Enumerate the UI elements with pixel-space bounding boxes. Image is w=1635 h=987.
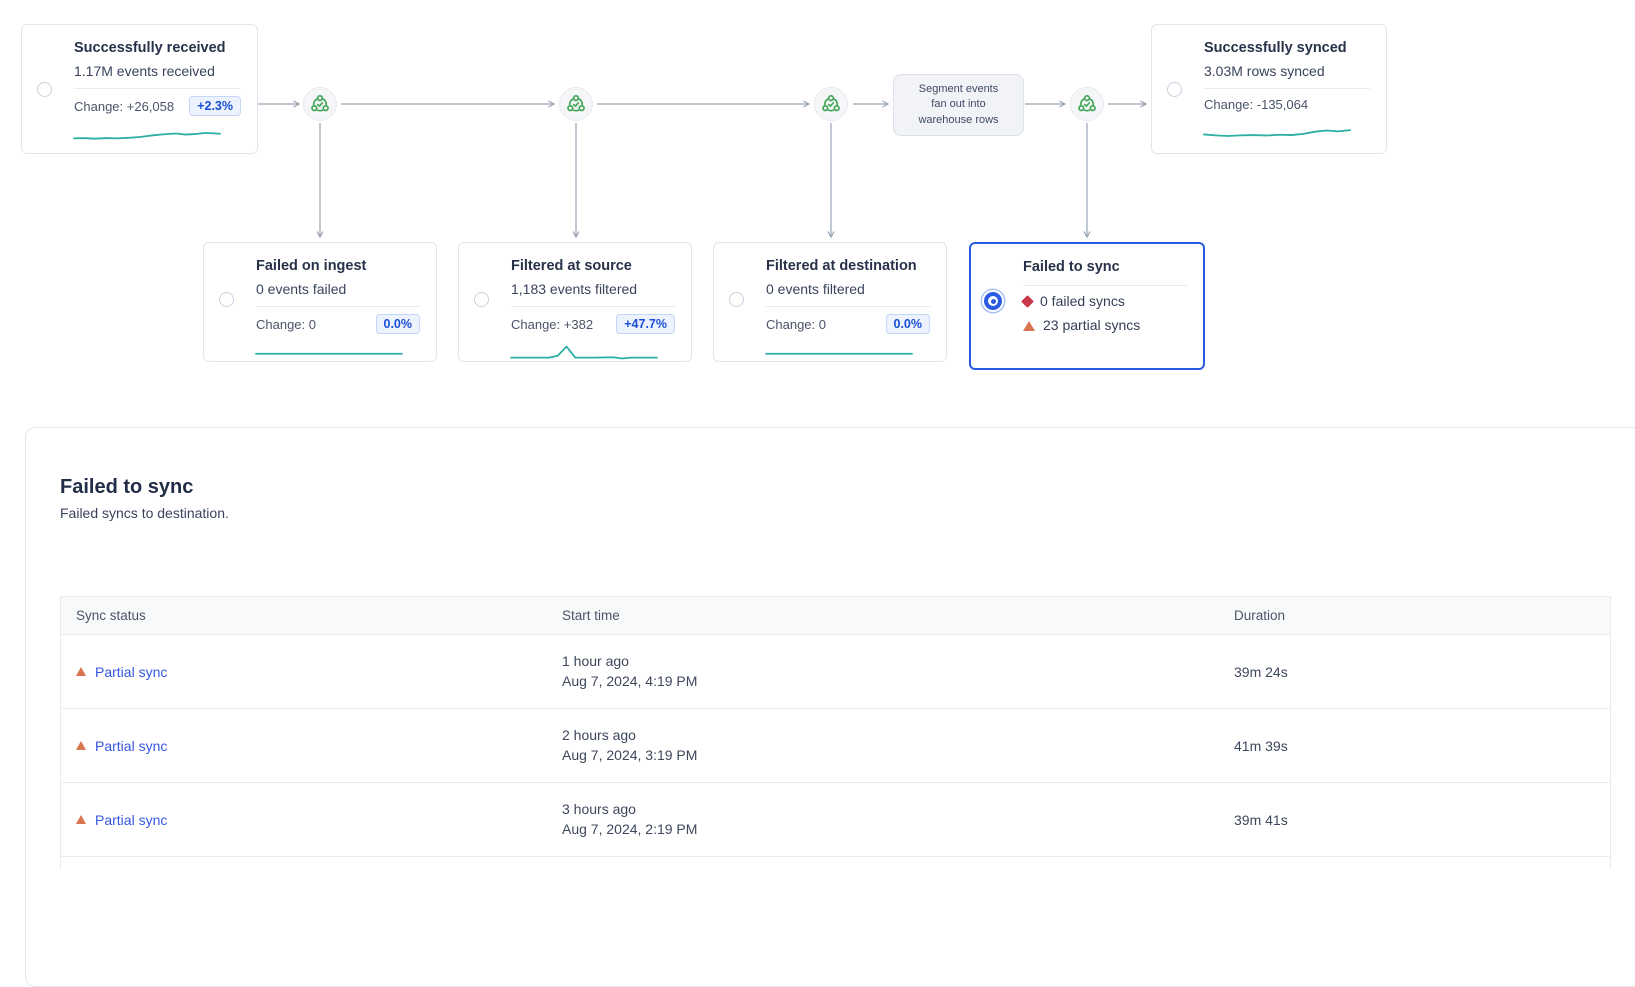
stage-metric: 1.17M events received [74,63,215,79]
partial-sync-link[interactable]: Partial sync [95,737,168,754]
sparkline-chart [74,126,220,144]
panel-subtitle: Failed syncs to destination. [60,505,229,521]
stage-metric: 0 events failed [256,281,347,297]
stage-card-filtered-at-destination[interactable]: Filtered at destination 0 events filtere… [713,242,947,362]
change-percent-badge: 0.0% [375,314,420,334]
pipeline-connectors [258,100,1148,239]
sparkline-chart [766,344,912,362]
stage-metric: 1,183 events filtered [511,281,638,297]
pipeline-step-icon [1070,87,1104,121]
sync-check-icon [311,95,329,112]
column-header-start-time: Start time [562,608,620,623]
sparkline-chart [256,344,402,362]
stage-change: Change: 0 [766,316,826,332]
duration-value: 39m 24s [1234,663,1288,680]
table-row: Partial sync 1 hour ago Aug 7, 2024, 4:1… [61,635,1610,709]
stage-title: Filtered at destination [766,258,917,274]
table-row: Partial sync 3 hours ago Aug 7, 2024, 2:… [61,783,1610,857]
failed-syncs-label: 0 failed syncs [1040,293,1125,309]
duration-value: 41m 39s [1234,737,1288,754]
stage-change: Change: 0 [256,316,316,332]
sparkline-chart [1204,123,1350,141]
change-percent-badge: 0.0% [885,314,930,334]
sync-check-icon [567,95,585,112]
warning-triangle-icon [76,667,86,676]
column-header-sync-status: Sync status [76,608,146,623]
failed-syncs-stat: 0 failed syncs [1021,293,1187,310]
pipeline-step-icon [303,87,337,121]
stage-radio-successfully-synced[interactable] [1167,82,1182,97]
fanout-note-line: Segment events [918,82,999,95]
stage-title: Successfully synced [1204,40,1347,56]
partial-sync-link[interactable]: Partial sync [95,663,168,680]
divider [511,306,675,307]
column-header-duration: Duration [1234,608,1286,623]
relative-time: 3 hours ago [562,801,636,817]
stage-radio-filtered-at-source[interactable] [474,292,489,307]
divider [1023,285,1187,286]
start-datetime: Aug 7, 2024, 2:19 PM [562,820,698,837]
partial-syncs-label: 23 partial syncs [1043,317,1141,333]
duration-value: 39m 41s [1234,811,1288,828]
warning-triangle-icon [1023,320,1035,331]
stage-radio-failed-on-ingest[interactable] [219,292,234,307]
partial-sync-link[interactable]: Partial sync [95,811,168,828]
sparkline-chart [511,344,657,362]
table-row: Partial sync 2 hours ago Aug 7, 2024, 3:… [61,709,1610,783]
divider [1204,88,1370,89]
fanout-note: Segment events fan out into warehouse ro… [893,74,1024,136]
divider [74,88,241,89]
error-diamond-icon [1021,295,1034,308]
sync-table: Sync status Start time Duration Partial … [60,596,1611,869]
stage-radio-failed-to-sync[interactable] [984,292,1002,310]
table-header-row: Sync status Start time Duration [61,597,1610,635]
fanout-note-line: fan out into [931,98,986,111]
delivery-pipeline-flow: Segment events fan out into warehouse ro… [0,0,1635,412]
divider [256,306,420,307]
stage-title: Filtered at source [511,258,632,274]
stage-title: Failed to sync [1023,259,1120,275]
pipeline-step-icon [559,87,593,121]
divider [766,306,930,307]
sync-check-icon [1078,95,1096,112]
failed-to-sync-panel: Failed to sync Failed syncs to destinati… [25,427,1635,987]
panel-title: Failed to sync [60,476,194,498]
stage-radio-filtered-at-destination[interactable] [729,292,744,307]
warning-triangle-icon [76,741,86,750]
stage-card-failed-on-ingest[interactable]: Failed on ingest 0 events failed Change:… [203,242,437,362]
stage-change: Change: +26,058 [74,98,175,114]
stage-change: Change: +382 [511,316,594,332]
stage-card-successfully-received[interactable]: Successfully received 1.17M events recei… [21,24,258,154]
stage-title: Successfully received [74,40,226,56]
relative-time: 2 hours ago [562,727,636,743]
stage-card-successfully-synced[interactable]: Successfully synced 3.03M rows synced Ch… [1151,24,1387,154]
stage-change: Change: -135,064 [1204,97,1309,112]
stage-card-failed-to-sync[interactable]: Failed to sync 0 failed syncs 23 partial… [969,242,1205,370]
relative-time: 1 hour ago [562,653,629,669]
start-datetime: Aug 7, 2024, 4:19 PM [562,672,698,689]
stage-title: Failed on ingest [256,258,367,274]
sync-check-icon [822,95,840,112]
stage-metric: 3.03M rows synced [1204,63,1325,79]
stage-metric: 0 events filtered [766,281,865,297]
partial-syncs-stat: 23 partial syncs [1023,317,1187,334]
fanout-note-line: warehouse rows [918,113,999,126]
change-percent-badge: +2.3% [189,96,241,116]
stage-card-filtered-at-source[interactable]: Filtered at source 1,183 events filtered… [458,242,692,362]
start-datetime: Aug 7, 2024, 3:19 PM [562,746,698,763]
warning-triangle-icon [76,815,86,824]
change-percent-badge: +47.7% [616,314,675,334]
stage-radio-successfully-received[interactable] [37,82,52,97]
pipeline-step-icon [814,87,848,121]
